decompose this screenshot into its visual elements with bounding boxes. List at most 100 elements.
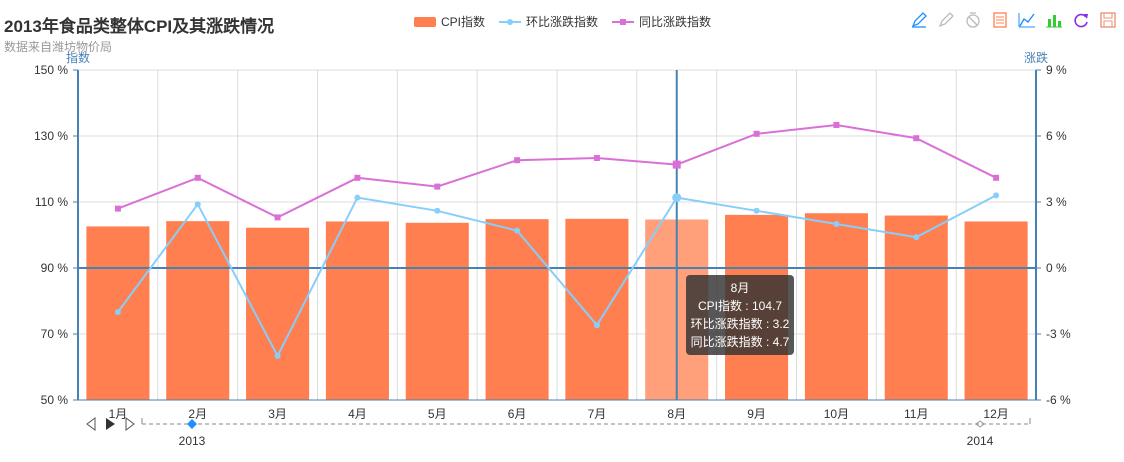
- grid: [77, 69, 1037, 401]
- tick-label-x: 8月: [667, 407, 686, 421]
- bar-series-cpi: [86, 213, 1028, 400]
- data-point: [354, 174, 361, 181]
- axes: [73, 69, 1041, 401]
- timeline-start-label: 2013: [179, 434, 206, 448]
- data-point: [753, 207, 760, 214]
- timeline-next-icon[interactable]: [125, 417, 135, 431]
- series-line: [117, 194, 997, 359]
- legend-label-cpi: CPI指数: [441, 15, 486, 29]
- timeline-prev-icon[interactable]: [86, 417, 96, 431]
- bar: [485, 219, 549, 400]
- data-point: [514, 157, 521, 164]
- tooltip-line-cpi: CPI指数 : 104.7: [697, 299, 783, 313]
- bar-chart-icon[interactable]: [1045, 11, 1063, 29]
- tick-label-right: 9 %: [1046, 63, 1067, 77]
- mark-clear-icon[interactable]: [964, 11, 982, 29]
- tick-label-left: 110 %: [35, 195, 68, 209]
- legend-line-swatch: [499, 18, 522, 25]
- y-axis-right-name: 涨跌: [1024, 50, 1048, 65]
- timeline-end-marker: [975, 420, 985, 428]
- bar: [884, 215, 948, 400]
- data-point: [993, 174, 1000, 181]
- data-point: [434, 183, 441, 190]
- restore-icon[interactable]: [1072, 11, 1090, 29]
- data-point: [434, 207, 441, 214]
- data-point: [833, 122, 840, 128]
- legend: CPI指数 环比涨跌指数 同比涨跌指数: [414, 13, 711, 30]
- line-series: [114, 122, 1000, 359]
- tick-label-x: 5月: [428, 407, 447, 421]
- tick-label-x: 2月: [188, 407, 207, 421]
- tick-label-x: 4月: [348, 407, 367, 421]
- data-point: [672, 160, 681, 169]
- data-point: [354, 194, 361, 201]
- data-point: [593, 322, 600, 329]
- data-view-icon[interactable]: [991, 11, 1009, 29]
- legend-label-mom: 环比涨跌指数: [526, 15, 599, 29]
- chart-title: 2013年食品类整体CPI及其涨跌情况: [4, 17, 275, 36]
- bar: [166, 221, 230, 400]
- tick-label-x: 3月: [268, 407, 287, 421]
- data-point: [593, 155, 600, 161]
- legend-label-yoy: 同比涨跌指数: [639, 15, 712, 29]
- bar: [804, 213, 868, 400]
- legend-item-cpi[interactable]: CPI指数: [414, 13, 485, 30]
- data-point: [274, 214, 281, 221]
- toolbox: [910, 11, 1117, 29]
- tooltip-line-yoy: 同比涨跌指数 : 4.7: [690, 335, 790, 349]
- data-point: [194, 201, 201, 208]
- tick-label-x: 11月: [904, 407, 928, 421]
- data-point: [114, 309, 121, 315]
- timeline-play-icon[interactable]: [106, 418, 115, 430]
- tick-label-right: 6 %: [1046, 129, 1067, 143]
- tick-label-right: -3 %: [1046, 327, 1071, 341]
- bar: [565, 218, 629, 400]
- series-line: [117, 123, 997, 219]
- data-point: [913, 135, 920, 142]
- data-point: [753, 130, 760, 137]
- bar: [325, 221, 389, 400]
- tick-label-x: 1月: [109, 407, 128, 421]
- save-image-icon[interactable]: [1099, 11, 1117, 29]
- tick-label-x: 7月: [588, 407, 607, 421]
- data-point: [514, 227, 521, 234]
- tick-label-x: 6月: [508, 407, 527, 421]
- y-axis-left-name: 指数: [66, 50, 90, 65]
- legend-line-swatch: [612, 18, 635, 25]
- data-point: [672, 193, 682, 203]
- data-point: [274, 353, 281, 359]
- tick-label-right: 3 %: [1046, 195, 1067, 209]
- bar: [964, 221, 1028, 400]
- timeline-handle[interactable]: [187, 419, 197, 429]
- legend-bar-swatch: [414, 16, 436, 27]
- tick-label-left: 50 %: [41, 393, 69, 407]
- data-point: [194, 174, 201, 181]
- tick-label-right: -6 %: [1046, 393, 1071, 407]
- bar: [405, 222, 469, 400]
- tick-label-x: 10月: [824, 407, 849, 421]
- timeline: 2013 2014: [86, 417, 1031, 448]
- tick-label-right: 0 %: [1046, 261, 1067, 275]
- mark-undo-icon[interactable]: [937, 11, 955, 29]
- data-point: [993, 192, 1000, 199]
- legend-item-mom[interactable]: 环比涨跌指数: [499, 13, 598, 30]
- tooltip-title: 8月: [730, 281, 750, 295]
- data-point: [833, 221, 840, 227]
- timeline-end-label: 2014: [967, 434, 994, 448]
- line-chart-icon[interactable]: [1018, 11, 1036, 29]
- tick-label-left: 90 %: [41, 261, 69, 275]
- tick-label-left: 150 %: [34, 63, 68, 77]
- data-point: [114, 205, 121, 212]
- axis-labels: 指数 涨跌 50 % 70 % 90 % 110 % 130 % 150 % -6 % -3 % 0…: [34, 50, 1071, 421]
- tooltip-line-mom: 环比涨跌指数 : 3.2: [690, 317, 790, 331]
- tick-label-x: 12月: [983, 407, 1008, 421]
- mark-icon[interactable]: [910, 11, 928, 29]
- chart-subtitle: 数据来自潍坊物价局: [4, 40, 113, 54]
- legend-item-yoy[interactable]: 同比涨跌指数: [612, 13, 711, 30]
- tick-label-left: 130 %: [34, 129, 68, 143]
- tick-label-x: 9月: [747, 407, 766, 421]
- tooltip: 8月 CPI指数 : 104.7 环比涨跌指数 : 3.2 同比涨跌指数 : 4…: [686, 275, 794, 355]
- data-point: [913, 234, 920, 241]
- tick-label-left: 70 %: [41, 327, 69, 341]
